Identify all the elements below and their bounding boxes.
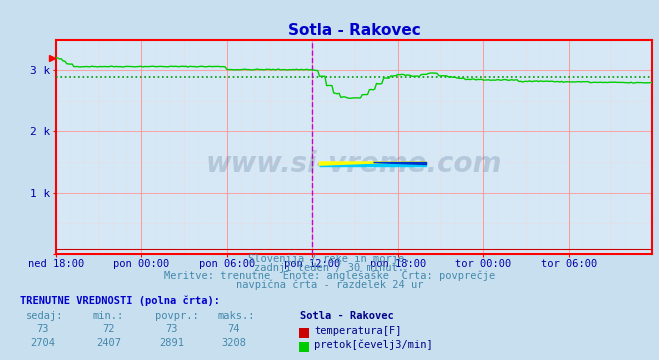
Text: www.si-vreme.com: www.si-vreme.com (206, 150, 502, 178)
Text: TRENUTNE VREDNOSTI (polna črta):: TRENUTNE VREDNOSTI (polna črta): (20, 296, 219, 306)
Polygon shape (320, 162, 426, 166)
Text: 73: 73 (37, 324, 49, 334)
Text: Meritve: trenutne  Enote: anglešaške  Črta: povprečje: Meritve: trenutne Enote: anglešaške Črta… (164, 269, 495, 282)
Title: Sotla - Rakovec: Sotla - Rakovec (288, 23, 420, 39)
Text: 74: 74 (228, 324, 240, 334)
Text: navpična črta - razdelek 24 ur: navpična črta - razdelek 24 ur (236, 279, 423, 290)
Text: 2891: 2891 (159, 338, 184, 348)
Text: 2407: 2407 (96, 338, 121, 348)
Text: 3208: 3208 (221, 338, 246, 348)
Text: min.:: min.: (92, 311, 123, 321)
Text: pretok[čevelj3/min]: pretok[čevelj3/min] (314, 340, 433, 351)
Text: temperatura[F]: temperatura[F] (314, 326, 402, 336)
Text: Slovenija / reke in morje.: Slovenija / reke in morje. (248, 254, 411, 264)
Text: 2704: 2704 (30, 338, 55, 348)
Polygon shape (373, 162, 426, 164)
Text: maks.:: maks.: (217, 311, 255, 321)
Text: sedaj:: sedaj: (26, 311, 64, 321)
Text: povpr.:: povpr.: (155, 311, 198, 321)
Text: zadnji teden / 30 minut.: zadnji teden / 30 minut. (254, 263, 405, 273)
Polygon shape (320, 162, 426, 166)
Text: 72: 72 (103, 324, 115, 334)
Text: 73: 73 (165, 324, 177, 334)
Text: Sotla - Rakovec: Sotla - Rakovec (300, 311, 393, 321)
